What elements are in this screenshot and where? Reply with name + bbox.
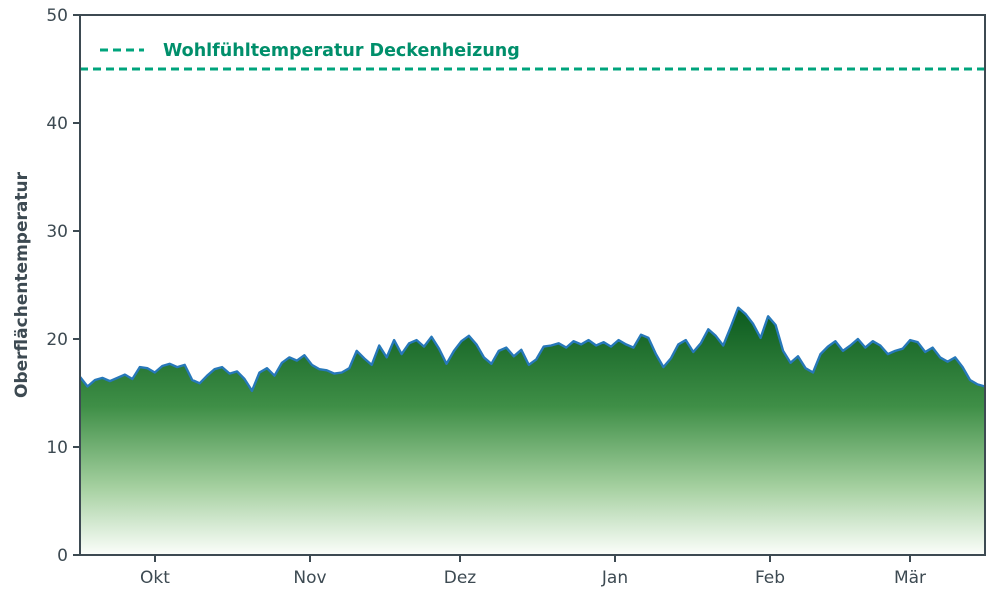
- x-tick-label: Nov: [293, 568, 326, 588]
- y-tick-label: 20: [46, 330, 68, 350]
- y-tick-label: 0: [57, 546, 68, 566]
- y-tick-label: 30: [46, 222, 68, 242]
- x-tick-label: Jan: [601, 568, 628, 588]
- legend-label: Wohlfühltemperatur Deckenheizung: [163, 41, 520, 61]
- x-tick-label: Feb: [755, 568, 785, 588]
- legend: Wohlfühltemperatur Deckenheizung: [100, 41, 520, 61]
- plot-area: [79, 306, 986, 555]
- x-tick-label: Mär: [894, 568, 926, 588]
- x-tick-label: Dez: [444, 568, 477, 588]
- y-tick-label: 50: [46, 6, 68, 26]
- y-tick-label: 40: [46, 114, 68, 134]
- x-tick-label: Okt: [140, 568, 170, 588]
- y-axis-label: Oberflächentemperatur: [12, 171, 32, 398]
- y-tick-label: 10: [46, 438, 68, 458]
- axis-ticks: 0 10 20 30 40 50 Okt Nov Dez Jan Feb Mär: [46, 6, 926, 588]
- temperature-area-fill: [80, 307, 985, 555]
- plot-frame: [79, 14, 986, 556]
- temperature-line: [79, 306, 986, 392]
